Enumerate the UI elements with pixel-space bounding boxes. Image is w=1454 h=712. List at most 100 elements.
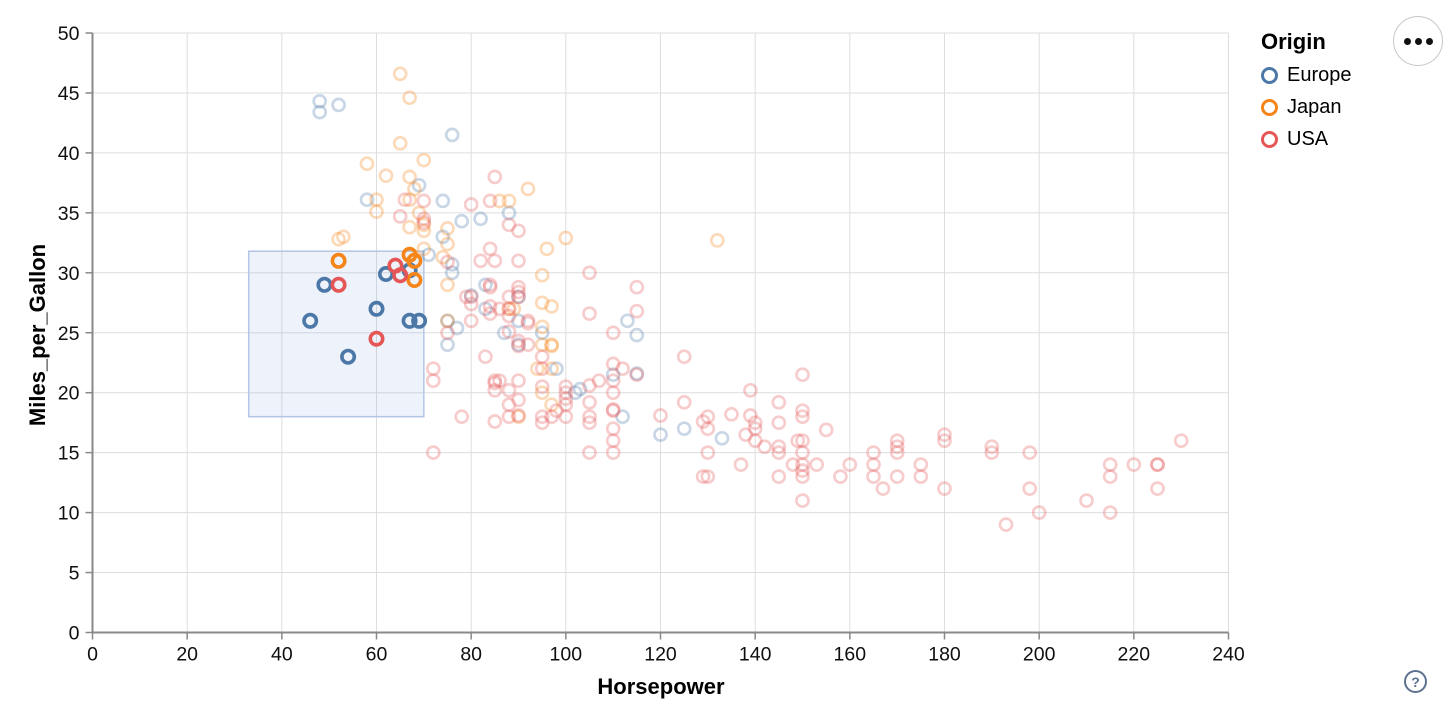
svg-text:35: 35 <box>58 203 80 225</box>
point-japan <box>440 313 455 329</box>
svg-text:20: 20 <box>58 383 80 405</box>
point-japan-selected <box>406 271 423 288</box>
point-usa <box>795 409 810 425</box>
point-usa <box>795 469 810 484</box>
point-europe <box>572 381 588 397</box>
svg-text:40: 40 <box>271 644 293 666</box>
point-europe <box>454 213 470 229</box>
point-usa <box>747 433 763 449</box>
point-europe <box>331 97 346 113</box>
point-usa <box>771 439 787 455</box>
series-usa-selected <box>330 257 409 347</box>
point-japan <box>558 230 574 246</box>
point-usa <box>520 313 536 329</box>
point-usa <box>1022 445 1038 460</box>
point-japan <box>402 219 417 235</box>
point-usa <box>605 356 621 372</box>
point-europe <box>435 193 451 209</box>
point-japan <box>336 229 351 245</box>
ellipsis-icon <box>1425 37 1433 45</box>
point-usa <box>482 306 498 321</box>
point-japan <box>411 205 427 221</box>
point-usa <box>558 409 574 425</box>
point-usa <box>511 253 526 269</box>
point-europe <box>312 104 328 120</box>
point-europe <box>440 337 455 353</box>
point-usa <box>605 433 621 449</box>
point-europe-selected <box>340 348 357 365</box>
svg-text:120: 120 <box>644 644 677 666</box>
point-usa <box>795 457 810 472</box>
point-japan <box>440 277 455 293</box>
point-usa <box>558 391 574 407</box>
point-europe <box>421 247 436 263</box>
point-usa <box>454 409 470 425</box>
svg-text:140: 140 <box>739 644 772 666</box>
point-japan <box>369 192 384 208</box>
series-japan-selected <box>330 246 423 288</box>
point-usa <box>582 415 597 431</box>
point-japan <box>392 135 408 151</box>
point-usa <box>605 325 621 341</box>
point-usa <box>1022 481 1038 496</box>
point-japan <box>506 301 522 317</box>
point-usa <box>501 301 517 317</box>
point-japan <box>492 193 507 209</box>
point-europe <box>511 313 526 329</box>
point-usa <box>440 254 455 270</box>
point-usa <box>1079 493 1094 508</box>
y-axis-title: Miles_per_Gallon <box>25 243 50 427</box>
point-europe <box>629 327 645 343</box>
point-japan <box>530 361 545 377</box>
point-usa <box>889 469 905 484</box>
svg-text:15: 15 <box>58 443 80 465</box>
point-usa <box>392 209 408 224</box>
legend-item-japan: Japan <box>1261 96 1352 118</box>
point-usa <box>425 373 441 389</box>
point-usa <box>520 315 536 331</box>
point-usa <box>795 493 810 508</box>
point-usa <box>605 385 621 401</box>
help-icon[interactable]: ? <box>1404 670 1427 693</box>
point-europe <box>714 430 730 446</box>
point-usa <box>558 379 574 395</box>
point-usa <box>866 445 881 460</box>
point-usa <box>482 277 498 293</box>
point-usa <box>889 439 905 455</box>
brush-selection[interactable] <box>247 250 425 418</box>
more-actions-button[interactable] <box>1393 16 1443 66</box>
point-usa <box>747 415 763 431</box>
point-japan <box>534 295 550 311</box>
point-usa <box>695 469 711 484</box>
point-usa <box>738 427 754 443</box>
point-japan <box>501 301 517 317</box>
point-usa <box>795 445 810 460</box>
point-japan <box>534 385 550 401</box>
point-europe <box>620 313 635 329</box>
point-japan <box>378 168 394 184</box>
point-japan <box>534 319 550 335</box>
svg-text:45: 45 <box>58 83 80 105</box>
point-usa <box>487 169 503 185</box>
point-japan <box>534 267 550 283</box>
point-europe <box>605 367 621 383</box>
point-europe <box>411 177 427 193</box>
ellipsis-icon <box>1403 37 1411 45</box>
point-europe <box>449 320 465 336</box>
point-europe-selected <box>411 312 428 329</box>
point-japan <box>392 66 408 82</box>
point-europe <box>473 211 488 227</box>
point-usa <box>511 392 526 408</box>
point-europe <box>567 385 583 401</box>
point-usa <box>913 469 929 484</box>
point-usa <box>425 445 441 460</box>
point-usa-selected <box>392 267 409 284</box>
point-europe-selected <box>302 312 319 329</box>
svg-text:180: 180 <box>928 644 961 666</box>
point-usa <box>416 215 432 230</box>
svg-text:200: 200 <box>1023 644 1056 666</box>
svg-text:160: 160 <box>834 644 867 666</box>
point-usa <box>1102 469 1118 484</box>
point-usa <box>605 402 621 417</box>
